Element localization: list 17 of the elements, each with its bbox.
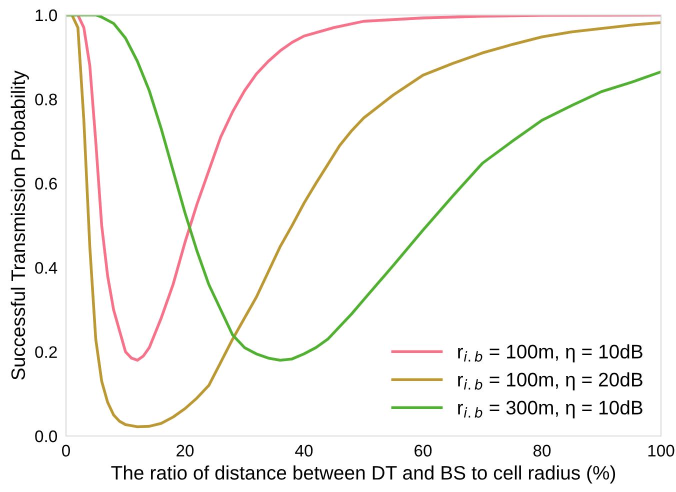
x-axis-title: The ratio of distance between DT and BS to cell radius (%) — [111, 465, 616, 484]
y-tick-label: 0.4 — [35, 262, 58, 274]
y-axis-title: Successful Transmission Probability — [10, 70, 29, 380]
y-tick-label: 0.2 — [35, 346, 57, 358]
y-tick-label: 1.0 — [36, 9, 58, 22]
legend-label: r$_{i.b}$ = 100m, η = 10dB — [458, 344, 642, 362]
x-tick-label: 80 — [533, 444, 551, 457]
x-tick-label: 0 — [62, 444, 70, 457]
legend-label: r$_{i.b}$ = 300m, η = 10dB — [458, 400, 642, 418]
x-tick-label: 20 — [176, 444, 194, 457]
y-tick-label: 0.8 — [35, 94, 57, 106]
x-tick-label: 60 — [414, 444, 432, 457]
y-tick-label: 0.0 — [35, 430, 58, 442]
x-tick-label: 100 — [648, 444, 674, 457]
legend-label: r$_{i.b}$ = 100m, η = 20dB — [458, 372, 642, 390]
x-tick-label: 40 — [295, 444, 313, 457]
y-tick-label: 0.6 — [35, 178, 57, 190]
